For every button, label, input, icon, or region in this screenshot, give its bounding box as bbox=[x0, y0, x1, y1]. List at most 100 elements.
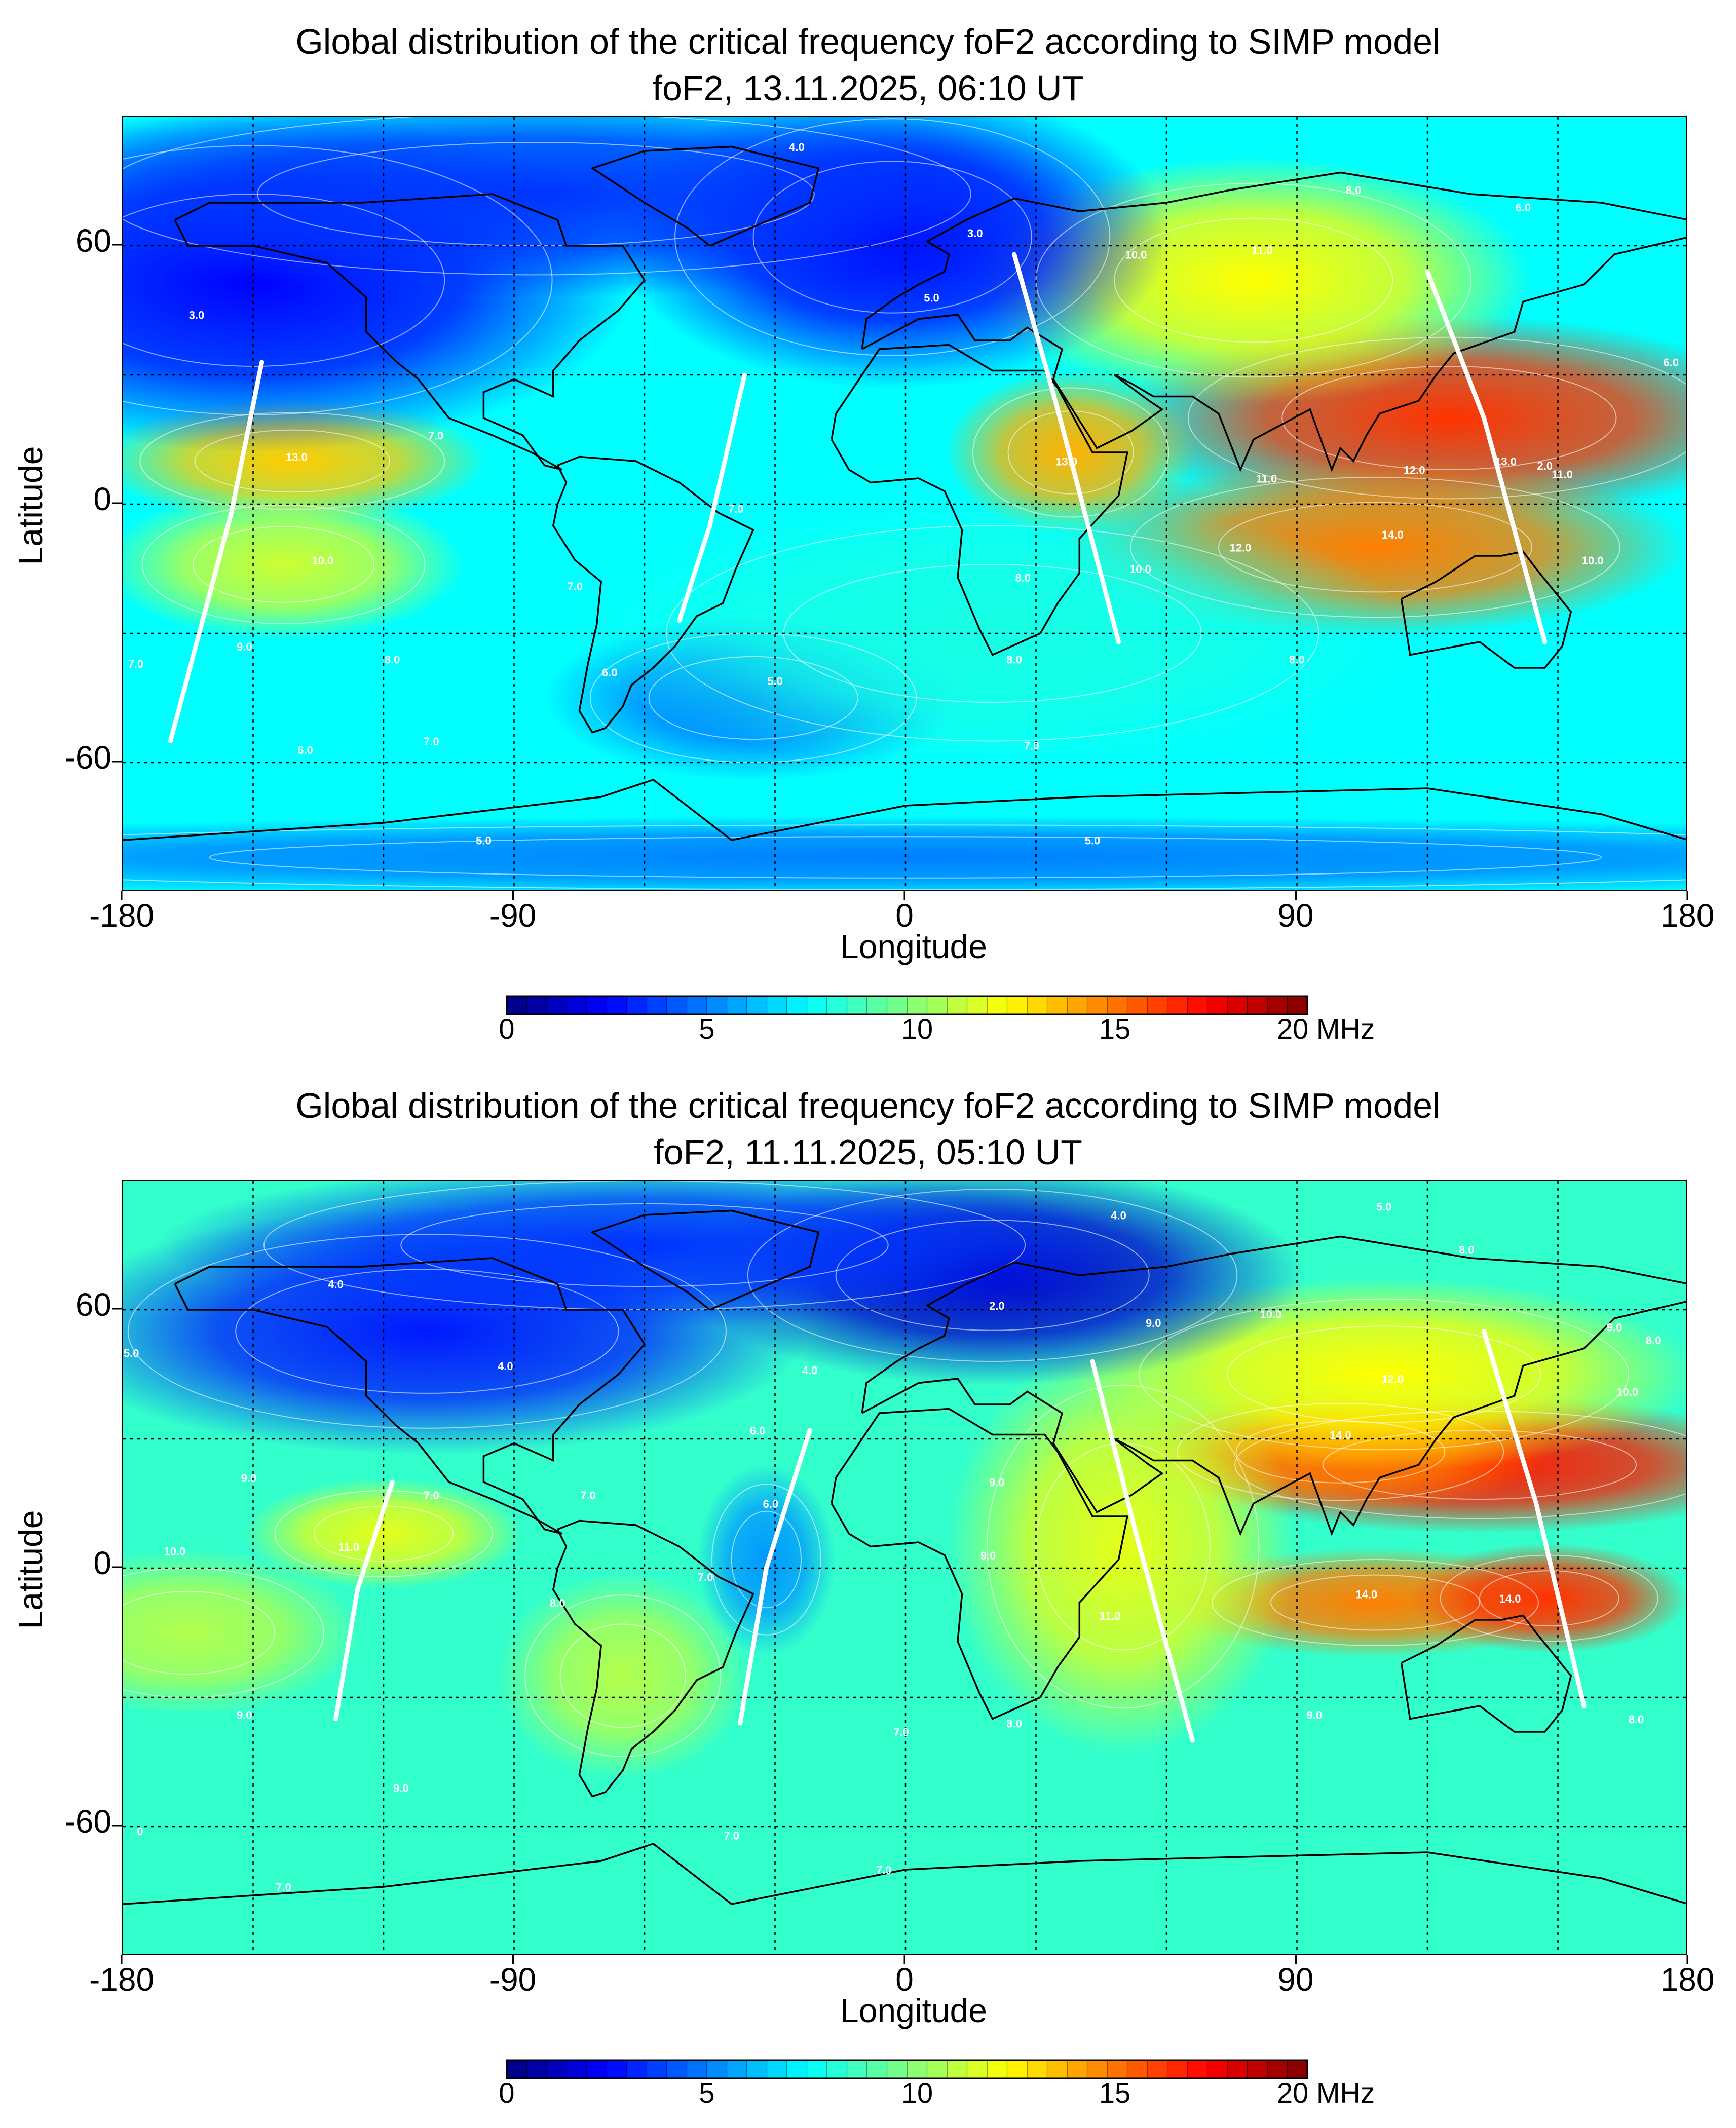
colorbar-segment bbox=[1187, 996, 1208, 1014]
satellite-track bbox=[1012, 252, 1121, 644]
satellite-track bbox=[738, 1428, 812, 1726]
coastline bbox=[861, 171, 1686, 472]
contour-line bbox=[123, 1590, 276, 1675]
contour-label: 10.0 bbox=[1125, 249, 1147, 261]
colorbar-segment bbox=[547, 996, 568, 1014]
colorbar-segment bbox=[1067, 996, 1088, 1014]
colorbar-segment bbox=[1047, 2060, 1068, 2078]
colorbar-segment bbox=[827, 996, 848, 1014]
colorbar-tick-label: 0 bbox=[499, 2077, 515, 2109]
contour-label: 6.0 bbox=[297, 744, 313, 756]
contour-label: 10.0 bbox=[1582, 554, 1604, 567]
contour-label: 7.0 bbox=[724, 1830, 739, 1842]
colorbar-segment bbox=[567, 2060, 587, 2078]
colorbar-segment bbox=[787, 2060, 808, 2078]
colorbar-segment bbox=[587, 2060, 608, 2078]
contour-label: 4.0 bbox=[802, 1364, 818, 1377]
colorbar-segment bbox=[987, 2060, 1008, 2078]
contour-label: 6.0 bbox=[1516, 201, 1531, 214]
colorbar-segment bbox=[647, 996, 667, 1014]
colorbar-tick-label: 15 bbox=[1099, 1013, 1131, 1045]
contour-line bbox=[747, 1189, 1238, 1362]
contour-line bbox=[731, 1510, 802, 1609]
x-axis-label: Longitude bbox=[840, 1992, 987, 2029]
contour-label: 9.0 bbox=[980, 1549, 996, 1562]
colorbar-tick-label: 5 bbox=[699, 1013, 715, 1045]
colorbar-tick-label: 5 bbox=[699, 2077, 715, 2109]
x-tick-label: 0 bbox=[895, 1961, 914, 1998]
contour-label: 7.0 bbox=[424, 735, 439, 748]
x-tick-label: 180 bbox=[1660, 897, 1715, 934]
contour-label: 5.0 bbox=[124, 1347, 139, 1360]
contour-label: 8.0 bbox=[1289, 654, 1305, 666]
colorbar-tick-label: 10 bbox=[901, 1013, 933, 1045]
colorbar-frame bbox=[506, 995, 1308, 1015]
satellite-track bbox=[168, 360, 265, 743]
contour-label: 7.0 bbox=[728, 503, 744, 515]
colorbar-segment bbox=[807, 996, 827, 1014]
contour-line bbox=[1188, 336, 1686, 500]
contour-line bbox=[524, 1594, 722, 1757]
satellite-track bbox=[1482, 1329, 1587, 1708]
colorbar-segment bbox=[1267, 996, 1288, 1014]
foF2-heatmap: 4.0 3.0 3.0 5.0 8.0 6.0 10.0 11.0 6.0 13.0 13.0 13.… bbox=[123, 117, 1686, 890]
contour-label: 10.0 bbox=[1616, 1386, 1638, 1398]
coastline bbox=[831, 344, 1128, 656]
colorbar-segment bbox=[727, 996, 747, 1014]
colorbar-segment bbox=[1247, 2060, 1268, 2078]
colorbar-segment bbox=[1147, 2060, 1168, 2078]
colorbar-segment bbox=[1087, 2060, 1108, 2078]
coastline bbox=[174, 193, 646, 471]
colorbar-segment bbox=[647, 2060, 667, 2078]
x-tick-label: -90 bbox=[489, 897, 537, 934]
colorbar-segment bbox=[967, 996, 988, 1014]
contour-line bbox=[972, 387, 1169, 518]
colorbar-segment bbox=[827, 2060, 848, 2078]
x-tick-label: 90 bbox=[1277, 1961, 1314, 1998]
colorbar-segment bbox=[967, 2060, 988, 2078]
contour-label: 7.0 bbox=[580, 1489, 596, 1502]
contour-label: 4.0 bbox=[1111, 1209, 1126, 1222]
y-tick-label: -60 bbox=[64, 1803, 112, 1840]
contour-label: 13.0 bbox=[286, 451, 308, 464]
colorbar-segment bbox=[987, 996, 1008, 1014]
colorbar-segment bbox=[1107, 996, 1128, 1014]
contour-line bbox=[1218, 502, 1532, 593]
contour-label: 5.0 bbox=[924, 292, 939, 305]
contour-line bbox=[711, 1484, 821, 1636]
contour-line bbox=[648, 656, 858, 740]
contour-label: 10.0 bbox=[164, 1545, 186, 1558]
contour-line bbox=[559, 1623, 686, 1728]
colorbar-segment bbox=[1247, 996, 1268, 1014]
contour-label: 8.0 bbox=[1015, 572, 1031, 584]
colorbar-segment bbox=[787, 996, 808, 1014]
contour-line bbox=[123, 117, 971, 276]
contour-label: 12.0 bbox=[1230, 542, 1252, 554]
contour-label: 8.0 bbox=[1629, 1713, 1644, 1726]
contour-label: 13.0 bbox=[1055, 455, 1077, 468]
contour-label: 11.0 bbox=[1252, 244, 1273, 257]
contour-label: 0 bbox=[137, 1825, 143, 1838]
y-tick-label: 60 bbox=[75, 1286, 111, 1323]
chart-title: Global distribution of the critical freq… bbox=[295, 1086, 1441, 1125]
contour-label: 8.0 bbox=[1459, 1244, 1475, 1257]
contour-line bbox=[127, 1234, 727, 1429]
colorbar-segment bbox=[607, 2060, 627, 2078]
colorbar-segment bbox=[1007, 2060, 1028, 2078]
contour-line bbox=[1130, 476, 1620, 618]
contour-label: 4.0 bbox=[789, 141, 805, 154]
contour-label: 4.0 bbox=[498, 1360, 513, 1373]
field-feature bbox=[575, 496, 1410, 771]
contour-line bbox=[835, 1220, 1150, 1331]
contour-label: 7.0 bbox=[276, 1881, 291, 1894]
colorbar-frame bbox=[506, 2059, 1308, 2079]
colorbar-segment bbox=[667, 2060, 688, 2078]
satellite-track bbox=[333, 1479, 395, 1721]
x-tick-label: -90 bbox=[489, 1961, 537, 1998]
contour-label: 6.0 bbox=[763, 1498, 779, 1510]
contour-label: 9.0 bbox=[241, 1472, 257, 1485]
contour-line bbox=[665, 525, 1319, 742]
colorbar-segment bbox=[947, 996, 968, 1014]
colorbar-segment bbox=[507, 996, 527, 1014]
colorbar-segment bbox=[1107, 2060, 1128, 2078]
